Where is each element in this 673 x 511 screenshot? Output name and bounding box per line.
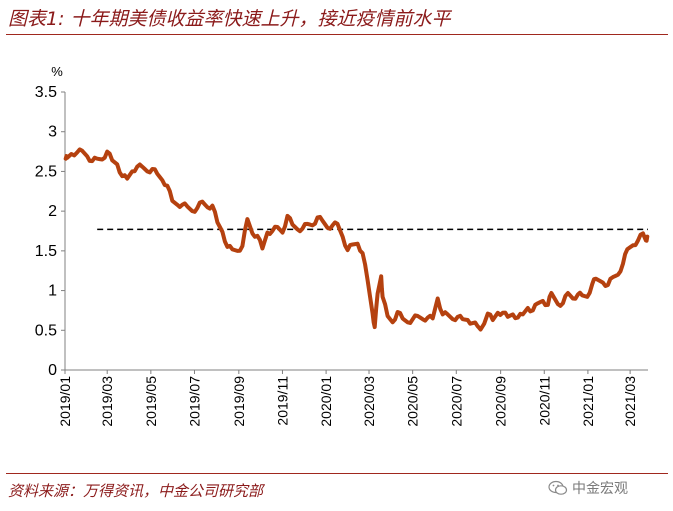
x-tick-label: 2020/09: [493, 376, 509, 427]
x-tick-label: 2021/03: [622, 376, 638, 427]
title-rule: [6, 34, 668, 35]
x-tick-label: 2019/07: [186, 376, 202, 427]
watermark: 中金宏观: [548, 478, 628, 498]
chart-title: 图表1: 十年期美债收益率快速上升，接近疫情前水平: [8, 8, 451, 30]
x-tick-label: 2020/03: [361, 376, 377, 427]
series-line-ust10y: [63, 147, 650, 332]
y-tick-label: 3: [48, 124, 57, 141]
y-tick-label: 0.5: [35, 322, 57, 339]
source-note: 资料来源：万得资讯，中金公司研究部: [8, 482, 264, 500]
x-tick-label: 2020/01: [318, 376, 334, 427]
footer-rule: [6, 473, 668, 474]
x-tick-label: 2019/11: [274, 376, 290, 426]
y-tick-label: 1: [48, 283, 57, 300]
wechat-icon: [548, 480, 568, 495]
y-tick-label: 3.5: [35, 84, 57, 101]
x-tick-label: 2019/05: [143, 376, 159, 427]
y-tick-label: 2.5: [35, 163, 57, 180]
y-axis-label: %: [51, 64, 63, 79]
x-tick-label: 2019/01: [57, 376, 73, 427]
x-tick-label: 2021/01: [580, 376, 596, 427]
x-tick-label: 2020/07: [448, 376, 464, 427]
y-axis: 0 0.5 1 1.5 2 2.5 3 3.5: [35, 84, 65, 379]
chart: % 0 0.5 1 1.5 2 2.5 3 3.5 2019/01 2019/03 2019/05…: [35, 64, 650, 427]
x-tick-label: 2019/09: [231, 376, 247, 427]
y-tick-label: 2: [48, 203, 57, 220]
x-tick-label: 2020/11: [536, 376, 552, 426]
x-tick-label: 2020/05: [405, 376, 421, 427]
y-tick-label: 1.5: [35, 243, 57, 260]
x-axis: 2019/01 2019/03 2019/05 2019/07 2019/09 2019/…: [57, 370, 638, 427]
x-tick-label: 2019/03: [99, 376, 115, 427]
watermark-text: 中金宏观: [572, 481, 628, 497]
y-tick-label: 0: [48, 362, 57, 379]
